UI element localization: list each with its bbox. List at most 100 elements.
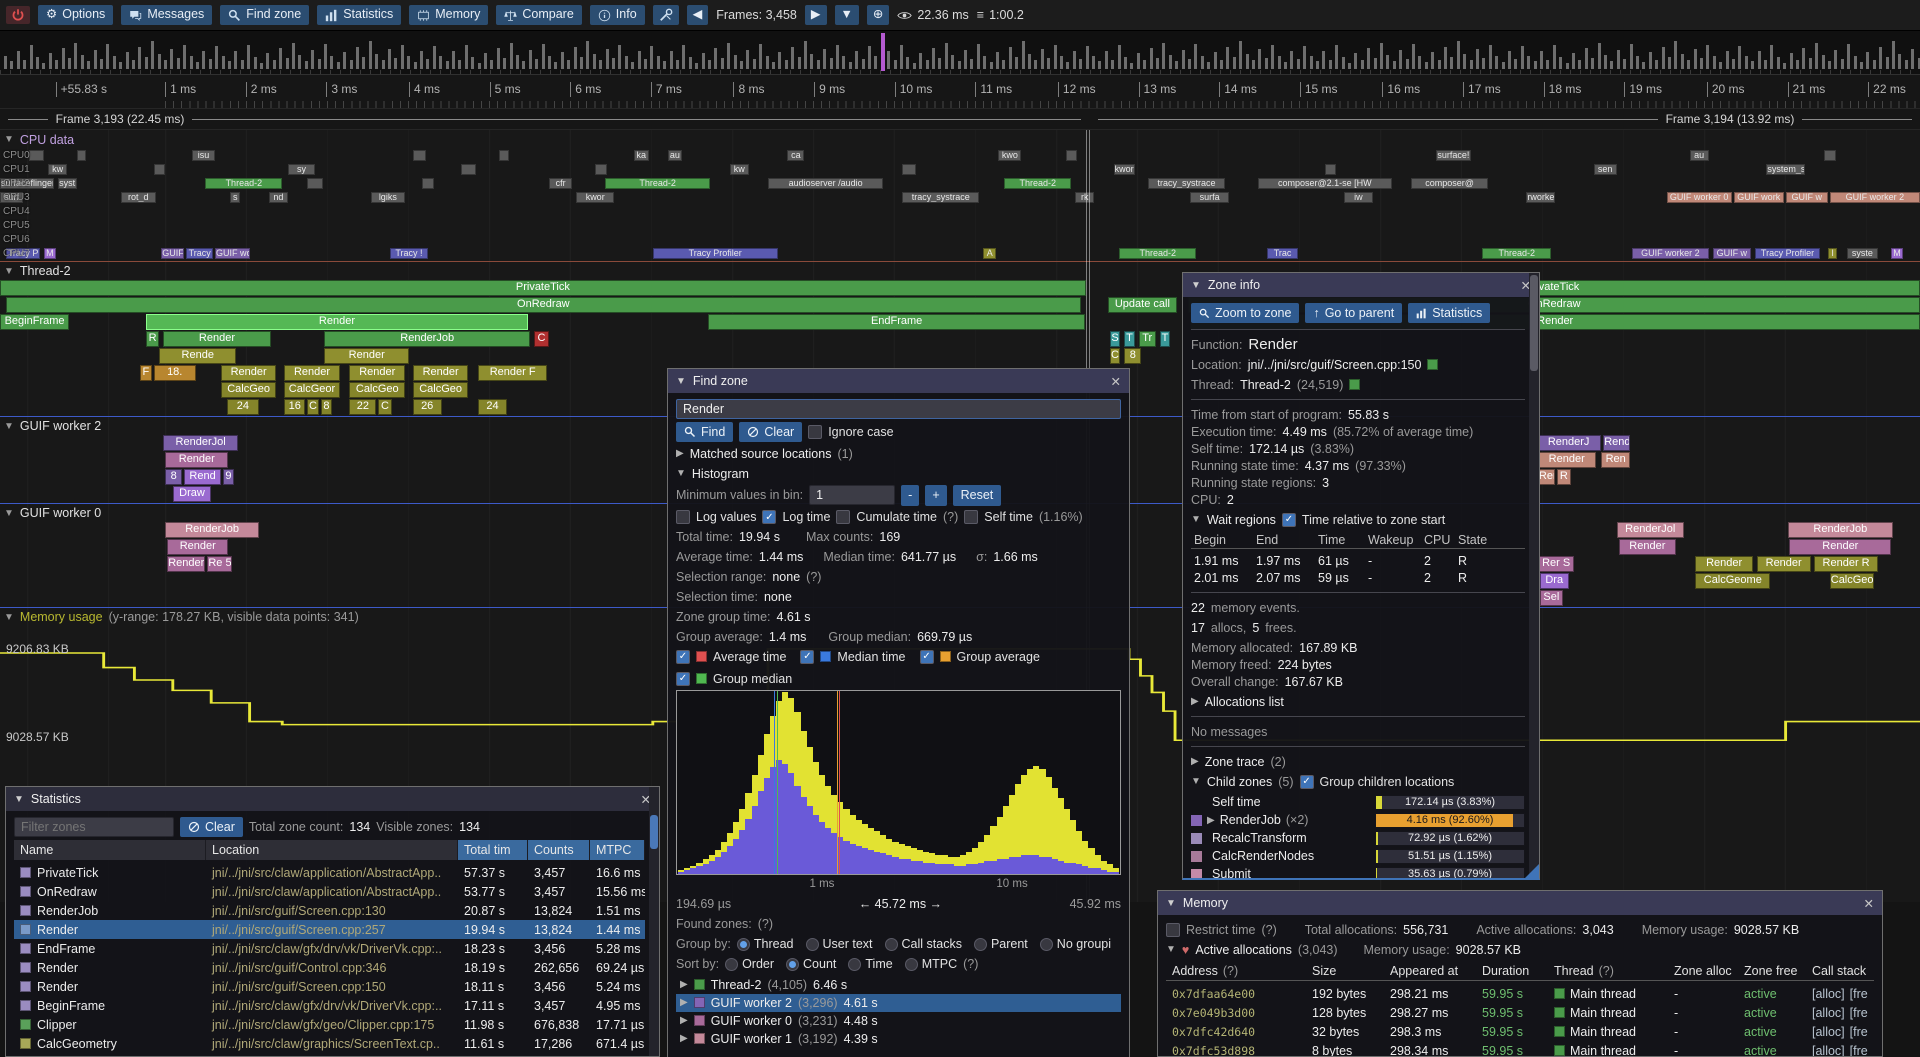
cpu-zone[interactable]: audioserver /audio: [768, 178, 884, 189]
alloc-callstack-link[interactable]: [alloc]: [1812, 1043, 1845, 1057]
cpu-zone[interactable]: s: [230, 192, 240, 203]
memory-column-header[interactable]: Size: [1312, 963, 1337, 978]
cpu-zone[interactable]: [1065, 150, 1078, 161]
cpu-row[interactable]: CPU0 isu ka au: [0, 149, 1920, 162]
cpu-zone[interactable]: kwo: [998, 150, 1022, 161]
collapse-icon[interactable]: ▼: [1191, 279, 1201, 291]
timeline-zone[interactable]: Render: [284, 365, 340, 381]
stats-row[interactable]: BeginFrame jni/../jni/src/claw/gfx/drv/v…: [14, 996, 645, 1015]
messages-button[interactable]: Messages: [121, 5, 213, 25]
cpu-zone[interactable]: Tracy P: [5, 248, 41, 259]
cpu-zone[interactable]: syst: [57, 178, 77, 189]
frame-overview[interactable]: [0, 31, 1920, 75]
timeline-zone[interactable]: CalcGeo: [412, 382, 469, 398]
cpu-zone[interactable]: [595, 164, 607, 175]
timeline-zone[interactable]: Draw: [172, 486, 212, 502]
allocations-list-toggle[interactable]: ▶ Allocations list: [1191, 694, 1284, 709]
cpu-zone[interactable]: [28, 150, 45, 161]
timeline-zone[interactable]: Render: [1695, 556, 1753, 572]
free-callstack-link[interactable]: [fre: [1849, 986, 1868, 1001]
cpu-zone[interactable]: surfaceflinger: [0, 178, 54, 189]
child-zone-row[interactable]: ▶ RenderJob (×2) 4.16 ms (92.60%): [1191, 811, 1525, 829]
find-button[interactable]: Find: [676, 422, 734, 443]
zone-group-row[interactable]: ▶ GUIF worker 1 (3,192) 4.39 s: [680, 1031, 878, 1046]
sort-by-radio[interactable]: Count: [786, 957, 836, 972]
timeline-zone[interactable]: Render: [163, 331, 271, 347]
cpu-zone[interactable]: nd: [268, 192, 288, 203]
cpu-zone[interactable]: sen: [1593, 164, 1617, 175]
timeline-zone[interactable]: RenderJob: [165, 522, 260, 538]
cpu-row[interactable]: CPU2 surfaceflinger syst Thread-2 cfr: [0, 177, 1920, 190]
group-by-radio[interactable]: User text: [805, 937, 873, 952]
statistics-titlebar[interactable]: ▼ Statistics ✕: [6, 787, 659, 811]
timeline-zone[interactable]: C: [307, 399, 319, 415]
timeline-zone[interactable]: Render: [167, 556, 206, 572]
cpu-row[interactable]: CPU5: [0, 219, 1920, 232]
cpu-row[interactable]: CPU7 Tracy P M GUIF Tracy GUIF wor! Trac…: [0, 247, 1920, 260]
timeline-zone[interactable]: Rer: [1537, 469, 1556, 485]
timeline-zone[interactable]: Render: [145, 314, 528, 330]
frame-3193-region[interactable]: Frame 3,193 (22.45 ms): [7, 109, 1081, 129]
alloc-callstack-link[interactable]: [alloc]: [1812, 1005, 1845, 1020]
cpu-zone[interactable]: au: [1689, 150, 1709, 161]
timeline-zone[interactable]: RenderJ: [1536, 435, 1602, 451]
cpu-zone[interactable]: GUIF w: [1712, 248, 1752, 259]
statistics-button[interactable]: Statistics: [1408, 303, 1491, 324]
allocation-row[interactable]: 0x7dfaa64e00 192 bytes 298.21 ms 59.95 s…: [1172, 986, 1868, 1001]
timeline-zone[interactable]: R: [1557, 469, 1571, 485]
zone-group-row[interactable]: ▶ GUIF worker 0 (3,231) 4.48 s: [680, 1013, 878, 1028]
timeline-zone[interactable]: Sel: [1539, 590, 1563, 606]
timeline-zone[interactable]: S: [1109, 331, 1121, 347]
cpu-zone[interactable]: surface!: [1436, 150, 1471, 161]
find-zone-search-input[interactable]: [676, 399, 1121, 419]
cpu-zone[interactable]: [902, 164, 916, 175]
stats-row[interactable]: Render jni/../jni/src/guif/Control.cpp:3…: [14, 958, 645, 977]
timeline-zone[interactable]: CalcGeor: [284, 382, 340, 398]
timeline-zone[interactable]: EndFrame: [708, 314, 1085, 330]
cpu-zone[interactable]: [307, 178, 323, 189]
cpu-row[interactable]: CPU3 surf rot_d s nd lgiks kwor tracy_s: [0, 191, 1920, 204]
cpu-row[interactable]: CPU1 kw sy kw: [0, 163, 1920, 176]
free-callstack-link[interactable]: [fre: [1849, 1043, 1868, 1057]
cpu-zone[interactable]: au: [668, 150, 682, 161]
cpu-zone[interactable]: sy: [288, 164, 315, 175]
cpu-row[interactable]: CPU4: [0, 205, 1920, 218]
zone-group-row[interactable]: ▶ GUIF worker 2 (3,296) 4.61 s: [676, 993, 1121, 1012]
alloc-callstack-link[interactable]: [alloc]: [1812, 1024, 1845, 1039]
timeline-zone[interactable]: Rende: [159, 348, 237, 364]
cpu-zone[interactable]: Tracy: [186, 248, 214, 259]
cpu-zone[interactable]: Thread-2: [1119, 248, 1197, 259]
cpu-zone[interactable]: [422, 178, 434, 189]
wait-column-header[interactable]: Time: [1318, 532, 1346, 547]
timeline-zone[interactable]: T: [1124, 331, 1135, 347]
wait-column-header[interactable]: Begin: [1194, 532, 1226, 547]
frame-3194-region[interactable]: Frame 3,194 (13.92 ms): [1098, 109, 1913, 129]
cpu-zone[interactable]: [460, 164, 477, 175]
cpu-zone[interactable]: M: [44, 248, 56, 259]
close-icon[interactable]: ✕: [640, 792, 651, 807]
cpu-zone[interactable]: Tracy Profiler: [1754, 248, 1821, 259]
memory-column-header[interactable]: Call stack: [1812, 963, 1867, 978]
find-zone-button[interactable]: Find zone: [220, 5, 310, 25]
timeline-zone[interactable]: Dra: [1539, 573, 1569, 589]
cpu-zone[interactable]: Thread-2: [205, 178, 283, 189]
cpu-zone[interactable]: [499, 150, 509, 161]
memory-column-header[interactable]: Thread (?): [1554, 963, 1614, 978]
timeline-zone[interactable]: 9: [222, 469, 235, 485]
timeline-zone[interactable]: Ren: [1601, 452, 1631, 468]
cpu-zone[interactable]: [1824, 150, 1836, 161]
timeline-zone[interactable]: Render F: [478, 365, 548, 381]
sort-by-radio[interactable]: MTPC: [904, 957, 957, 972]
group-by-radio[interactable]: Parent: [973, 937, 1028, 952]
wait-column-header[interactable]: State: [1458, 532, 1488, 547]
timeline-zone[interactable]: RenderJob: [1787, 522, 1894, 538]
options-button[interactable]: ⚙ Options: [38, 5, 114, 25]
cpu-zone[interactable]: cfr: [549, 178, 573, 189]
bin-increase-button[interactable]: +: [925, 485, 947, 506]
memory-button[interactable]: Memory: [409, 5, 489, 25]
group-by-radio[interactable]: No groupi: [1039, 937, 1111, 952]
cpu-zone[interactable]: kwor: [1113, 164, 1135, 175]
clear-button[interactable]: Clear: [739, 422, 803, 443]
cpu-zone[interactable]: GUIF w: [1785, 192, 1828, 203]
legend-item[interactable]: ✓ Median time: [800, 649, 906, 665]
